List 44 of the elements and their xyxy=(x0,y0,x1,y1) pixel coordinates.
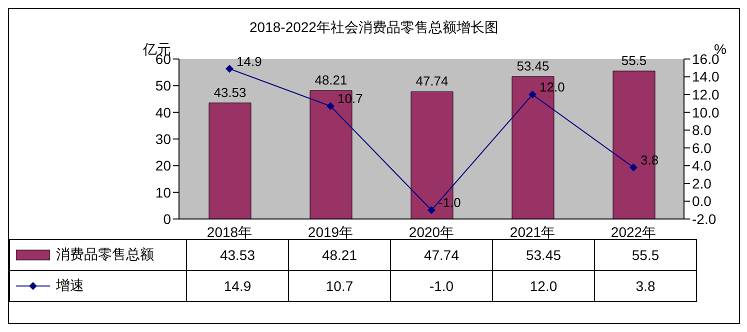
y-tick-label: 40 xyxy=(155,104,172,120)
data-label: 53.45 xyxy=(492,240,594,270)
point xyxy=(630,163,638,172)
point xyxy=(326,102,334,110)
data-label: 12.0 xyxy=(492,270,594,302)
y-tick-label: 50 xyxy=(155,78,172,94)
data-label: 47.74 xyxy=(390,240,492,270)
y2-tick-label: 2.0 xyxy=(692,175,712,192)
text: 47.74 xyxy=(416,74,448,89)
y2-tick-label: 8.0 xyxy=(692,122,712,138)
y2-tick-label: -2.0 xyxy=(692,210,716,227)
y2-tick-label: 6.0 xyxy=(692,140,712,156)
text: 55.5 xyxy=(621,53,647,68)
y-tick-label: 20 xyxy=(155,158,172,174)
y-tick-label: 30 xyxy=(155,130,172,147)
x-tick-label: 2020年 xyxy=(408,224,454,240)
text: 14.9 xyxy=(236,54,262,69)
data-label: 48.21 xyxy=(288,240,390,270)
data-label: 55.5 xyxy=(594,240,696,270)
data-label: -1.0 xyxy=(390,270,492,302)
x-tick-label: 2019年 xyxy=(308,224,354,240)
text: 43.53 xyxy=(214,84,246,100)
data-label: 14.9 xyxy=(186,270,288,302)
x-tick-label: 2022年 xyxy=(610,224,656,240)
text: 48.21 xyxy=(314,72,348,88)
x-tick-label: 2021年 xyxy=(510,224,556,240)
y2-tick-label: 10.0 xyxy=(692,104,720,120)
y2-tick-label: 12.0 xyxy=(692,86,720,103)
point xyxy=(428,206,436,214)
point xyxy=(528,90,536,99)
y-tick-label: 10 xyxy=(155,184,172,200)
legend-label: 消费品零售总额 xyxy=(56,246,154,264)
text: 53.45 xyxy=(516,58,550,74)
legend-label: 增速 xyxy=(56,277,84,295)
y-tick-label: 0 xyxy=(163,210,172,227)
y2-tick-label: 14.0 xyxy=(692,68,720,85)
data-label: 3.8 xyxy=(594,270,696,302)
chart-title: 2018-2022年社会消费品零售总额增长图 xyxy=(248,19,500,37)
data-label: 10.7 xyxy=(288,270,390,302)
y2-tick-label: 4.0 xyxy=(692,158,712,174)
y2-tick-label: 0.0 xyxy=(692,193,712,210)
point xyxy=(226,64,234,73)
x-tick-label: 2018年 xyxy=(206,224,252,240)
data-label: 43.53 xyxy=(186,240,288,270)
